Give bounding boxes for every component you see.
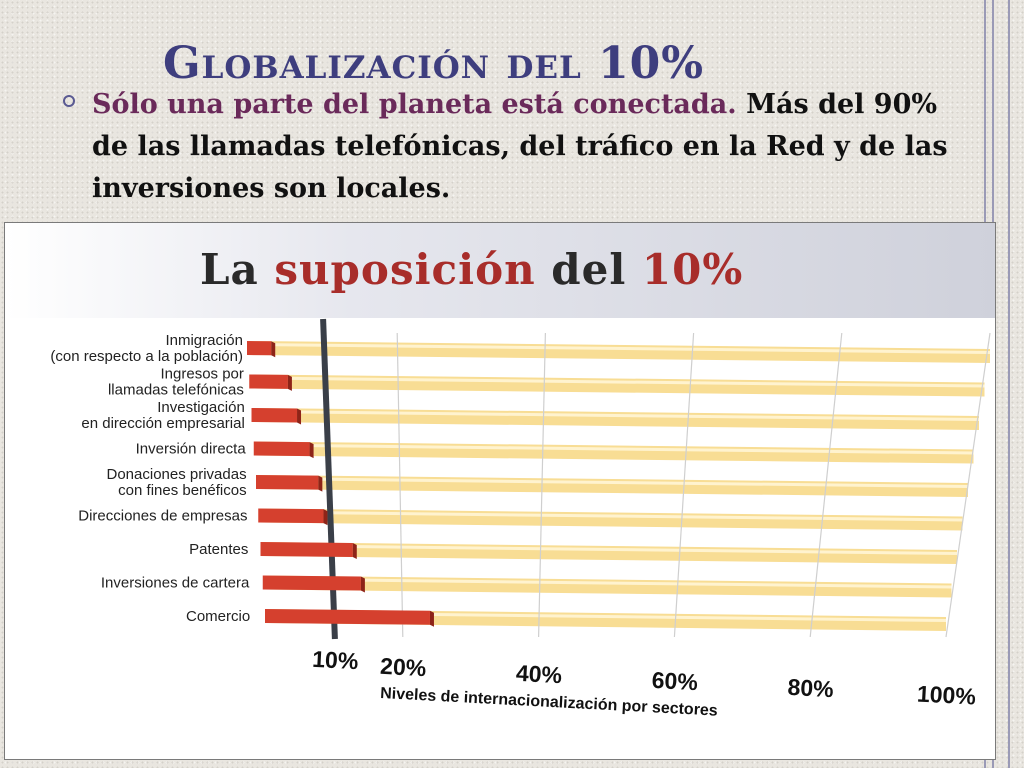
chart-header <box>5 223 995 318</box>
slide-title: Globalización del 10% <box>163 38 705 89</box>
category-label-3: Inversión directa <box>136 441 247 458</box>
track-stripe-6 <box>262 544 957 555</box>
bar-end-4 <box>318 475 323 492</box>
track-stripe-7 <box>264 577 952 589</box>
chart-title-part-3: del <box>551 245 627 294</box>
frame-line-3 <box>1008 0 1010 768</box>
bar-1 <box>249 374 288 389</box>
gridline-3 <box>673 332 695 638</box>
bar-3 <box>253 441 310 457</box>
category-label-4: Donaciones privadas con fines benéficos <box>107 466 247 499</box>
chart-panel: La suposición del 10% Inmigración (con re… <box>4 222 996 760</box>
bullet-paragraph: Sólo una parte del planeta está conectad… <box>92 84 982 210</box>
chart-title: La suposición del 10% <box>200 245 743 294</box>
category-label-1: Ingresos por llamadas telefónicas <box>108 366 244 399</box>
gridline-5 <box>945 332 991 638</box>
bar-4 <box>256 475 319 490</box>
bar-end-7 <box>360 576 365 593</box>
category-label-2: Investigación en dirección empresarial <box>81 399 244 432</box>
tick-label-0: 10% <box>312 646 359 674</box>
bar-chart: Inmigración (con respecto a la población)… <box>50 318 991 720</box>
bar-7 <box>262 575 361 591</box>
bar-6 <box>260 542 353 557</box>
track-stripe-1 <box>251 376 985 388</box>
bullet-ring-icon <box>63 95 75 107</box>
bar-end-6 <box>352 542 357 559</box>
gridline-2 <box>538 332 546 638</box>
category-label-7: Inversiones de cartera <box>101 575 250 592</box>
chart-title-part-2: suposición <box>274 245 536 294</box>
gridline-1 <box>396 332 404 638</box>
track-stripe-3 <box>255 443 974 455</box>
tick-label-5: 100% <box>916 680 976 709</box>
track-stripe-2 <box>253 410 979 421</box>
chart-title-part-4: 10% <box>641 245 744 294</box>
bar-end-0 <box>271 341 276 358</box>
bar-end-3 <box>309 442 314 459</box>
category-label-5: Direcciones de empresas <box>78 508 247 525</box>
bar-end-1 <box>287 374 292 391</box>
bar-end-2 <box>297 408 302 425</box>
chart-title-part-1: La <box>200 245 259 294</box>
bar-end-5 <box>323 509 328 526</box>
gridline-4 <box>809 332 843 638</box>
track-stripe-0 <box>249 343 990 354</box>
category-label-6: Patentes <box>189 541 248 558</box>
bar-2 <box>251 408 298 423</box>
bar-5 <box>258 508 324 524</box>
bullet-body-text: Más del 90% de las llamadas telefónicas,… <box>92 89 948 204</box>
tick-label-2: 40% <box>515 660 562 688</box>
bullet-lead-text: Sólo una parte del planeta está conectad… <box>92 89 737 120</box>
track-stripe-8 <box>267 611 946 622</box>
bar-end-8 <box>429 610 434 627</box>
bar-0 <box>247 341 272 356</box>
tick-label-3: 60% <box>651 667 698 695</box>
track-stripe-5 <box>260 510 963 522</box>
bar-8 <box>265 609 430 625</box>
category-label-0: Inmigración (con respecto a la población) <box>50 332 243 365</box>
category-label-8: Comercio <box>186 608 250 625</box>
tick-label-4: 80% <box>787 674 834 702</box>
tick-label-1: 20% <box>380 653 427 681</box>
track-stripe-4 <box>258 477 968 488</box>
